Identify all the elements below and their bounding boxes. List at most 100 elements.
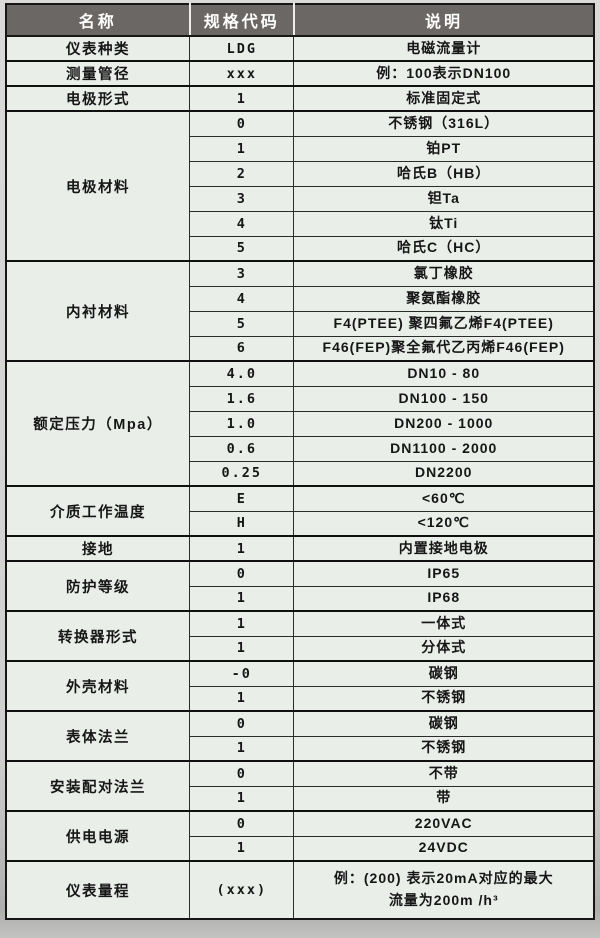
- spec-description-cell: DN10 - 80: [293, 360, 595, 387]
- row-group-name: 额定压力（Mpa）: [5, 360, 191, 487]
- spec-description-cell: 带: [293, 785, 595, 812]
- spec-description-cell: 内置接地电极: [293, 535, 595, 562]
- spec-code-cell: 4: [189, 285, 295, 312]
- spec-code-cell: 0: [189, 810, 295, 837]
- table-row: 安装配对法兰 0 不带: [5, 760, 595, 812]
- spec-description-cell: IP65: [293, 560, 595, 587]
- header-row: 名称 规格代码 说明: [6, 4, 594, 37]
- spec-description-cell: F46(FEP)聚全氟代乙丙烯F46(FEP): [293, 335, 595, 362]
- spec-code-cell: 1: [189, 735, 295, 762]
- spec-description-cell: 一体式: [293, 610, 595, 637]
- table-row: 电极材料 0 不锈钢（316L）: [5, 110, 595, 262]
- spec-description-cell: DN2200: [293, 460, 595, 487]
- row-group-name: 电极材料: [5, 110, 191, 262]
- table-row: 介质工作温度 E <60℃: [5, 485, 595, 537]
- spec-description-cell: 不锈钢（316L）: [293, 110, 595, 137]
- row-group-name: 电极形式: [5, 85, 191, 112]
- table-row: 1 不锈钢: [6, 685, 595, 712]
- spec-description-cell: DN1100 - 2000: [293, 435, 595, 462]
- table-row: H <120℃: [6, 510, 595, 537]
- spec-code-cell: -0: [189, 660, 295, 687]
- spec-description-cell: 例：100表示DN100: [293, 60, 595, 87]
- row-group-name: 防护等级: [5, 560, 191, 612]
- row-group-name: 安装配对法兰: [5, 760, 191, 812]
- table-row: 4 钛Ti: [6, 210, 595, 237]
- row-group-name: 接地: [5, 535, 191, 562]
- spec-code-cell: 1: [189, 85, 295, 112]
- table-row: 额定压力（Mpa） 4.0 DN10 - 80: [5, 360, 595, 487]
- table-row: 外壳材料 -0 碳钢: [5, 660, 595, 712]
- spec-code-cell: 1: [189, 685, 295, 712]
- spec-code-cell: xxx: [189, 60, 295, 87]
- spec-code-cell: 0: [189, 760, 295, 787]
- column-header-name: 名称: [6, 4, 190, 37]
- spec-description-cell: 标准固定式: [293, 85, 595, 112]
- table-row: 仪表量程 (xxx) 例：(200) 表示20mA对应的最大 流量为200m /h³: [5, 860, 595, 920]
- spec-code-cell: 5: [189, 235, 295, 262]
- row-group-name: 转换器形式: [5, 610, 191, 662]
- spec-code-cell: 1: [189, 785, 295, 812]
- spec-code-cell: 1: [189, 585, 295, 612]
- spec-code-cell: 1.6: [189, 385, 295, 412]
- spec-description-cell: 氯丁橡胶: [293, 260, 595, 287]
- spec-table: 名称 规格代码 说明 仪表种类 LDG 电磁流量计 测量管径 xxx 例：100表示DN1…: [5, 3, 595, 920]
- spec-code-cell: 1: [189, 535, 295, 562]
- spec-description-cell: 哈氏B（HB）: [293, 160, 595, 187]
- table-row: 测量管径 xxx 例：100表示DN100: [5, 60, 595, 87]
- spec-description-cell: 钽Ta: [293, 185, 595, 212]
- spec-description-cell: 分体式: [293, 635, 595, 662]
- spec-description-cell: 碳钢: [293, 660, 595, 687]
- spec-description-cell: 不带: [293, 760, 595, 787]
- spec-code-cell: 0: [189, 710, 295, 737]
- table-row: 1.0 DN200 - 1000: [6, 410, 595, 437]
- spec-code-cell: 6: [189, 335, 295, 362]
- spec-table-header: 名称 规格代码 说明: [6, 4, 594, 37]
- row-group-name: 供电电源: [5, 810, 191, 862]
- row-group-name: 表体法兰: [5, 710, 191, 762]
- spec-description-cell: 碳钢: [293, 710, 595, 737]
- spec-description-cell: 例：(200) 表示20mA对应的最大 流量为200m /h³: [293, 860, 595, 920]
- table-row: 接地 1 内置接地电极: [5, 535, 595, 562]
- spec-code-cell: 1.0: [189, 410, 295, 437]
- table-row: 1.6 DN100 - 150: [6, 385, 595, 412]
- spec-description-cell: 不锈钢: [293, 685, 595, 712]
- spec-code-cell: 1: [189, 835, 295, 862]
- spec-code-cell: 0.25: [189, 460, 295, 487]
- spec-description-cell: 220VAC: [293, 810, 595, 837]
- table-row: 供电电源 0 220VAC: [5, 810, 595, 862]
- spec-description-cell: <60℃: [293, 485, 595, 512]
- table-row: 表体法兰 0 碳钢: [5, 710, 595, 762]
- spec-description-cell: 钛Ti: [293, 210, 595, 237]
- row-group-name: 内衬材料: [5, 260, 191, 362]
- table-row: 电极形式 1 标准固定式: [5, 85, 595, 112]
- spec-description-cell: 聚氨酯橡胶: [293, 285, 595, 312]
- table-row: 0.25 DN2200: [6, 460, 595, 487]
- row-group-name: 仪表量程: [5, 860, 191, 920]
- spec-code-cell: 0: [189, 110, 295, 137]
- table-row: 3 钽Ta: [6, 185, 595, 212]
- row-group-name: 仪表种类: [5, 35, 191, 62]
- spec-code-cell: 5: [189, 310, 295, 337]
- table-row: 仪表种类 LDG 电磁流量计: [5, 35, 595, 62]
- spec-code-cell: (xxx): [189, 860, 295, 920]
- table-row: 防护等级 0 IP65: [5, 560, 595, 612]
- table-row: 6 F46(FEP)聚全氟代乙丙烯F46(FEP): [6, 335, 595, 362]
- spec-description-cell: F4(PTEE) 聚四氟乙烯F4(PTEE): [293, 310, 595, 337]
- spec-code-cell: H: [189, 510, 295, 537]
- table-row: 0.6 DN1100 - 2000: [6, 435, 595, 462]
- spec-description-cell: 哈氏C（HC）: [293, 235, 595, 262]
- spec-description-cell: 铂PT: [293, 135, 595, 162]
- table-row: 内衬材料 3 氯丁橡胶: [5, 260, 595, 362]
- row-group-name: 测量管径: [5, 60, 191, 87]
- table-row: 5 F4(PTEE) 聚四氟乙烯F4(PTEE): [6, 310, 595, 337]
- spec-description-cell: 电磁流量计: [293, 35, 595, 62]
- spec-code-cell: 1: [189, 610, 295, 637]
- row-group-name: 外壳材料: [5, 660, 191, 712]
- spec-code-cell: 2: [189, 160, 295, 187]
- column-header-code: 规格代码: [188, 4, 294, 37]
- spec-code-cell: 3: [189, 185, 295, 212]
- table-row: 1 24VDC: [6, 835, 595, 862]
